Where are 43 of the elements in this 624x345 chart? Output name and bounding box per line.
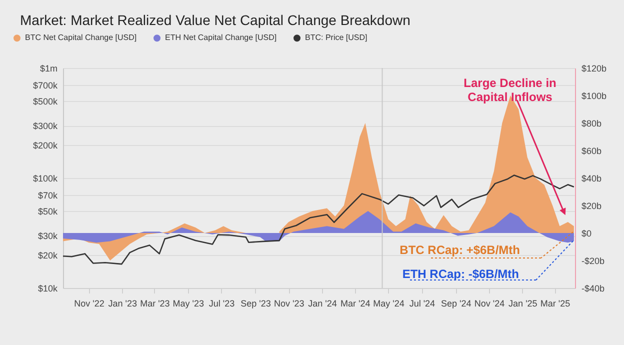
y-tick-label: $30k	[38, 231, 58, 242]
annotation: BTC RCap: +$6B/Mth	[400, 243, 520, 257]
y-tick-label: $700k	[32, 80, 58, 91]
legend-label: ETH Net Capital Change [USD]	[165, 33, 277, 42]
chart-title: Market: Market Realized Value Net Capital Change Breakdown	[20, 12, 410, 28]
y-tick-label: $300k	[32, 121, 58, 132]
y-tick-label: $20k	[38, 250, 58, 260]
x-tick-label: Mar '23	[140, 298, 170, 308]
y2-tick-label: $60b	[582, 146, 602, 156]
x-tick-label: Mar '25	[540, 298, 570, 308]
x-tick-label: Jan '23	[108, 298, 138, 308]
y2-tick-label: $40b	[582, 174, 602, 184]
y2-tick-label: $100b	[582, 91, 607, 101]
y2-tick-label: $0	[582, 228, 592, 238]
y-tick-label: $50k	[38, 206, 58, 217]
x-tick-label: Sep '24	[441, 298, 472, 308]
annotation: Large Decline in Capital Inflows	[464, 76, 556, 104]
x-tick-label: May '24	[373, 298, 404, 308]
y-tick-label: $1m	[40, 64, 58, 74]
y-tick-label: $500k	[32, 96, 58, 107]
y2-tick-label: $80b	[582, 118, 602, 128]
x-tick-label: Mar '24	[340, 298, 370, 308]
x-tick-label: Nov '24	[474, 298, 505, 308]
annotation: ETH RCap: -$6B/Mth	[402, 267, 519, 281]
y2-tick-label: $120b	[582, 64, 607, 74]
x-tick-label: May '23	[172, 298, 204, 308]
y2-tick-label: -$20b	[582, 256, 605, 266]
y-tick-label: $100k	[32, 174, 58, 184]
y2-tick-label: $20b	[582, 201, 602, 211]
x-tick-label: Jul '23	[208, 298, 235, 308]
y-tick-label: $70k	[38, 190, 58, 201]
x-tick-label: Sep '23	[240, 298, 271, 308]
y-tick-label: $200k	[32, 140, 58, 150]
x-tick-label: Nov '23	[274, 298, 304, 308]
legend-label: BTC Net Capital Change [USD]	[25, 33, 137, 42]
line-series	[62, 174, 575, 265]
x-tick-label: Jan '24	[308, 298, 337, 308]
y2-tick-label: -$40b	[582, 284, 605, 294]
x-tick-label: Jan '25	[508, 298, 538, 308]
legend-label: BTC: Price [USD]	[305, 33, 368, 42]
x-tick-label: Jul '24	[409, 298, 436, 308]
y-tick-label: $10k	[38, 284, 58, 294]
x-tick-label: Nov '22	[74, 298, 104, 308]
